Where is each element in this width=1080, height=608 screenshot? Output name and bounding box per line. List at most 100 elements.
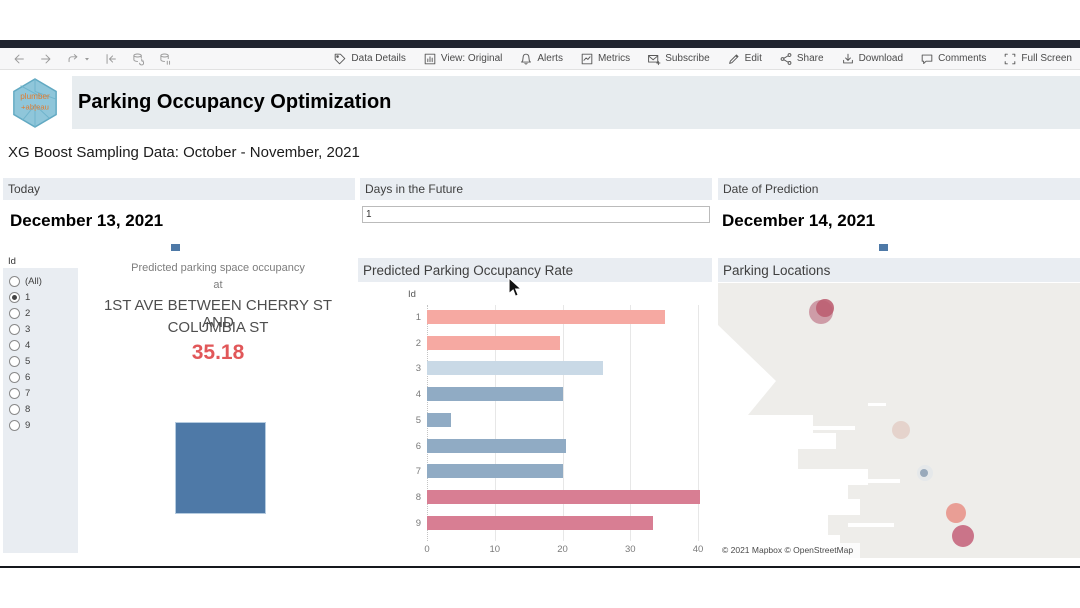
map-location-point-2[interactable] [816, 299, 834, 317]
toolbar-metrics-button[interactable]: Metrics [580, 52, 630, 66]
bar-category-label: 3 [415, 363, 421, 375]
id-filter-option-4[interactable]: 4 [9, 337, 78, 353]
bar-id-2[interactable] [427, 335, 561, 350]
radio-button-icon [9, 307, 20, 319]
id-filter-option-1[interactable]: 1 [9, 289, 78, 305]
toolbar-alerts-button[interactable]: Alerts [519, 52, 563, 66]
toolbar-download-button[interactable]: Download [841, 52, 903, 66]
toolbar-label: View: Original [440, 53, 503, 64]
id-filter-option-5[interactable]: 5 [9, 353, 78, 369]
back-arrow-icon[interactable] [12, 52, 26, 66]
prediction-date-mark[interactable] [879, 244, 888, 251]
id-filter-panel: (All) 1 2 3 4 5 6 7 8 9 [3, 268, 78, 553]
logo-tile: plumber +ab|eau [0, 76, 70, 129]
map-location-point-7[interactable] [952, 525, 974, 547]
id-filter-option-all[interactable]: (All) [9, 273, 78, 289]
toolbar-nav-group [0, 52, 172, 66]
id-filter-option-9[interactable]: 9 [9, 417, 78, 433]
comment-icon [920, 52, 934, 66]
chart-axis-tick: 10 [489, 544, 501, 555]
chart-axis-tick: 20 [557, 544, 568, 555]
chart-gridline [698, 305, 699, 541]
radio-button-icon [9, 403, 20, 415]
chart-gridline [630, 305, 632, 541]
redo-icon[interactable] [66, 52, 80, 66]
radio-button-icon [9, 275, 20, 287]
toolbar-label: Comments [938, 53, 987, 64]
id-filter-option-6[interactable]: 6 [9, 369, 78, 385]
date-of-prediction-panel-header: Date of Prediction [718, 178, 1080, 200]
plumber-tableau-logo-icon: plumber +ab|eau [13, 77, 57, 128]
bar-id-9[interactable] [427, 515, 653, 530]
radio-button-icon [9, 355, 20, 367]
days-in-future-panel-header: Days in the Future [360, 178, 712, 200]
chart-axis-tick: 30 [624, 544, 636, 555]
map-location-point-3[interactable] [892, 421, 910, 439]
tableau-toolbar: Data Details View: Original Alerts Metrics S… [0, 48, 1080, 70]
radio-button-icon [9, 387, 20, 399]
map-location-point-5[interactable] [920, 469, 928, 477]
logo-word-plumber: plumber [20, 92, 50, 101]
radio-option-label: 2 [25, 307, 31, 319]
toolbar-view-original-button[interactable]: View: Original [423, 52, 503, 66]
bar-id-1[interactable] [427, 310, 666, 324]
dashboard-subtitle: XG Boost Sampling Data: October - Novemb… [8, 144, 360, 161]
map-location-point-6[interactable] [946, 503, 966, 523]
toolbar-comments-button[interactable]: Comments [920, 52, 986, 66]
today-date-value: December 13, 2021 [10, 211, 164, 230]
bar-id-5[interactable] [427, 412, 452, 427]
id-filter-title: Id [8, 256, 16, 267]
toolbar-label: Metrics [597, 53, 631, 64]
today-date-mark[interactable] [171, 244, 180, 251]
prediction-card-location-line2: COLUMBIA ST [167, 319, 269, 336]
toolbar-share-button[interactable]: Share [779, 52, 824, 66]
prediction-square-mark[interactable] [175, 422, 266, 514]
caret-down-icon[interactable] [83, 55, 91, 63]
prediction-date-value: December 14, 2021 [722, 211, 876, 230]
bar-id-8[interactable] [427, 489, 701, 504]
toolbar-data-details-button[interactable]: Data Details [333, 52, 406, 66]
bell-icon [519, 52, 533, 66]
tag-icon [333, 52, 347, 66]
chart-panel-header: Predicted Parking Occupancy Rate [358, 258, 712, 282]
toolbar-full-screen-button[interactable]: Full Screen [1003, 52, 1072, 66]
chart-axis-tick: 0 [424, 544, 430, 555]
today-panel-header: Today [3, 178, 355, 200]
radio-button-icon [9, 371, 20, 383]
toolbar-label: Alerts [537, 53, 563, 64]
bar-category-label: 4 [415, 389, 421, 401]
radio-option-label: 3 [25, 323, 31, 335]
prediction-card-location-line1: 1ST AVE BETWEEN CHERRY ST AND [103, 297, 333, 331]
toolbar-edit-button[interactable]: Edit [727, 52, 762, 66]
forward-arrow-icon[interactable] [39, 52, 53, 66]
radio-option-label: 4 [25, 339, 31, 351]
radio-option-label: 9 [25, 419, 31, 431]
bar-id-7[interactable] [427, 464, 563, 479]
id-filter-option-8[interactable]: 8 [9, 401, 78, 417]
radio-button-icon [9, 291, 20, 303]
radio-button-icon [9, 339, 20, 351]
chart-gridline [562, 305, 564, 541]
id-filter-option-2[interactable]: 2 [9, 305, 78, 321]
toolbar-actions-group: Data Details View: Original Alerts Metrics S… [333, 52, 1080, 66]
toolbar-subscribe-button[interactable]: Subscribe [647, 52, 710, 66]
revert-icon[interactable] [104, 52, 118, 66]
mouse-cursor [508, 276, 523, 304]
prediction-card-line1: Predicted parking space occupancy [131, 262, 305, 274]
id-filter-option-7[interactable]: 7 [9, 385, 78, 401]
parking-locations-map[interactable]: © 2021 Mapbox © OpenStreetMap [718, 283, 1080, 558]
toolbar-label: Subscribe [665, 53, 710, 64]
pause-updates-icon[interactable] [158, 52, 172, 66]
view-icon [423, 52, 437, 66]
bar-category-label: 1 [415, 312, 421, 323]
toolbar-label: Data Details [351, 53, 406, 64]
bar-id-3[interactable] [427, 361, 604, 376]
refresh-data-icon[interactable] [131, 52, 145, 66]
toolbar-label: Edit [744, 53, 762, 64]
fullscreen-icon [1003, 52, 1017, 66]
id-filter-option-3[interactable]: 3 [9, 321, 78, 337]
days-in-future-input[interactable] [362, 206, 710, 223]
bar-id-4[interactable] [427, 387, 564, 402]
bar-id-6[interactable] [427, 438, 566, 453]
